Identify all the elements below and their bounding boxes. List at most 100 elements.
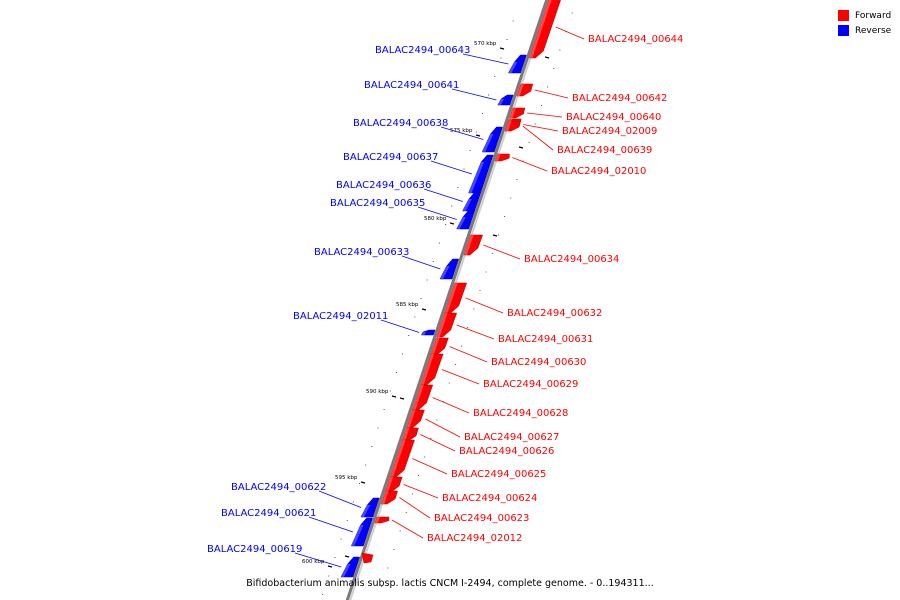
gene-arrow (529, 0, 561, 59)
gene-balac2494_00639[interactable] (504, 120, 521, 132)
gene-balac2494_00634[interactable] (463, 234, 483, 256)
legend-forward: Forward (838, 8, 891, 23)
gene-balac2494_02012[interactable] (374, 516, 390, 524)
gene-balac2494_00642[interactable] (516, 83, 534, 97)
major-tick (344, 555, 350, 558)
gene-arrow-highlight (360, 505, 371, 517)
gene-balac2494_00631[interactable] (436, 312, 458, 338)
gene-balac2494_00626[interactable] (401, 427, 419, 442)
gene-balac2494_00640[interactable] (509, 107, 526, 119)
gene-balac2494_00632[interactable] (444, 282, 467, 314)
gene-label: BALAC2494_00619 (207, 544, 302, 555)
gene-arrow-highlight (439, 266, 450, 279)
gene-arrow (420, 353, 444, 386)
leader-line (401, 255, 441, 270)
gene-arrow (406, 409, 425, 429)
gene-label: BALAC2494_02010 (551, 166, 646, 177)
leader-line (441, 369, 480, 385)
gene-balac2494_00630[interactable] (430, 337, 449, 356)
gene-label: BALAC2494_00635 (330, 198, 425, 209)
gene-balac2494_00627[interactable] (406, 409, 425, 429)
gene-arrow (360, 497, 380, 518)
gene-arrow (436, 312, 458, 338)
gene-balac2494_00637[interactable] (468, 154, 494, 194)
gene-label: BALAC2494_00641 (364, 80, 459, 91)
gene-arrow (456, 209, 476, 230)
gene-balac2494_00644[interactable] (529, 0, 562, 59)
gene-arrow-highlight (421, 332, 427, 335)
leader-line (451, 88, 497, 101)
leader-line (534, 89, 569, 99)
scale-labels: 570 kbp 575 kbp 580 kbp 585 kbp 590 kbp 595 k… (302, 41, 505, 568)
gene-labels: BALAC2494_00644 BALAC2494_00643 BALAC2494_… (207, 26, 683, 568)
scale-label: 580 kbp (424, 216, 447, 222)
leader-line (423, 188, 463, 202)
gene-arrow (516, 83, 534, 97)
gene-label: BALAC2494_00621 (221, 508, 316, 519)
gene-label: BALAC2494_00630 (491, 357, 586, 368)
gene-arrow (507, 54, 527, 74)
gene-balac2494_00623[interactable] (380, 490, 398, 505)
gene-balac2494_00641[interactable] (497, 94, 514, 106)
leader-line (440, 126, 484, 140)
gene-arrow-highlight (508, 62, 518, 73)
gene-arrow-highlight (436, 313, 448, 337)
gene-label: BALAC2494_00638 (353, 118, 448, 129)
gene-balac2494_00643[interactable] (507, 54, 527, 74)
scale-tick (327, 565, 333, 568)
major-tick (492, 234, 498, 237)
gene-label: BALAC2494_00634 (524, 254, 619, 265)
scale-tick (421, 308, 427, 311)
leader-line (456, 324, 495, 340)
gene-arrow (439, 258, 459, 280)
leader-line (430, 160, 472, 175)
gene-label: BALAC2494_00632 (507, 308, 602, 319)
gene-balac2494_00622[interactable] (360, 497, 380, 518)
scale-tick (449, 222, 455, 225)
gene-balac2494_00638[interactable] (481, 126, 503, 153)
gene-label: BALAC2494_00625 (451, 469, 546, 480)
leader-line (449, 346, 488, 363)
gene-arrow (430, 337, 449, 356)
gene-balac2494_00629[interactable] (420, 353, 444, 386)
leader-line (412, 458, 448, 475)
gene-balac2494_00619[interactable] (340, 556, 360, 578)
gene-balac2494_00628[interactable] (412, 384, 434, 411)
gene-label: BALAC2494_00622 (231, 482, 326, 493)
gene-balac2494_00625[interactable] (389, 439, 415, 478)
leader-line (523, 124, 559, 132)
gene-label: BALAC2494_00642 (572, 93, 667, 104)
leader-line (425, 418, 461, 438)
gene-arrow-highlight (402, 428, 410, 441)
legend-reverse: Reverse (838, 23, 891, 38)
gene-label: BALAC2494_00626 (459, 446, 554, 457)
gene-arrow-highlight (495, 154, 501, 161)
gene-arrow (384, 476, 403, 493)
scale-label: 590 kbp (366, 389, 389, 395)
gene-balac2494_02010[interactable] (494, 153, 510, 162)
gene-balac2494_00633[interactable] (439, 258, 459, 280)
leader-line (462, 53, 509, 65)
gene-balac2494_02011[interactable] (420, 329, 436, 336)
leader-line (308, 516, 354, 533)
gene-arrow-highlight (430, 338, 440, 355)
legend: Forward Reverse (838, 8, 891, 38)
gene-balac2494_00636[interactable] (462, 191, 482, 212)
gene-features (340, 0, 562, 578)
gene-label: BALAC2494_00629 (483, 379, 578, 390)
gene-arrow-highlight (463, 235, 474, 255)
gene-arrow-highlight (374, 517, 380, 523)
gene-arrow-highlight (468, 162, 485, 193)
gene-balac2494_00621[interactable] (350, 517, 373, 547)
gene-balac2494_00624[interactable] (384, 476, 403, 493)
leader-line (318, 490, 362, 508)
gene-arrow (509, 107, 526, 119)
gene-balac2494_00635[interactable] (456, 209, 476, 230)
leader-line (399, 497, 431, 519)
gene-label: BALAC2494_00627 (464, 432, 559, 443)
gene-arrow (494, 153, 510, 162)
gene-arrow (504, 120, 521, 132)
gene-arrow (389, 439, 415, 478)
forward-swatch (838, 10, 849, 21)
